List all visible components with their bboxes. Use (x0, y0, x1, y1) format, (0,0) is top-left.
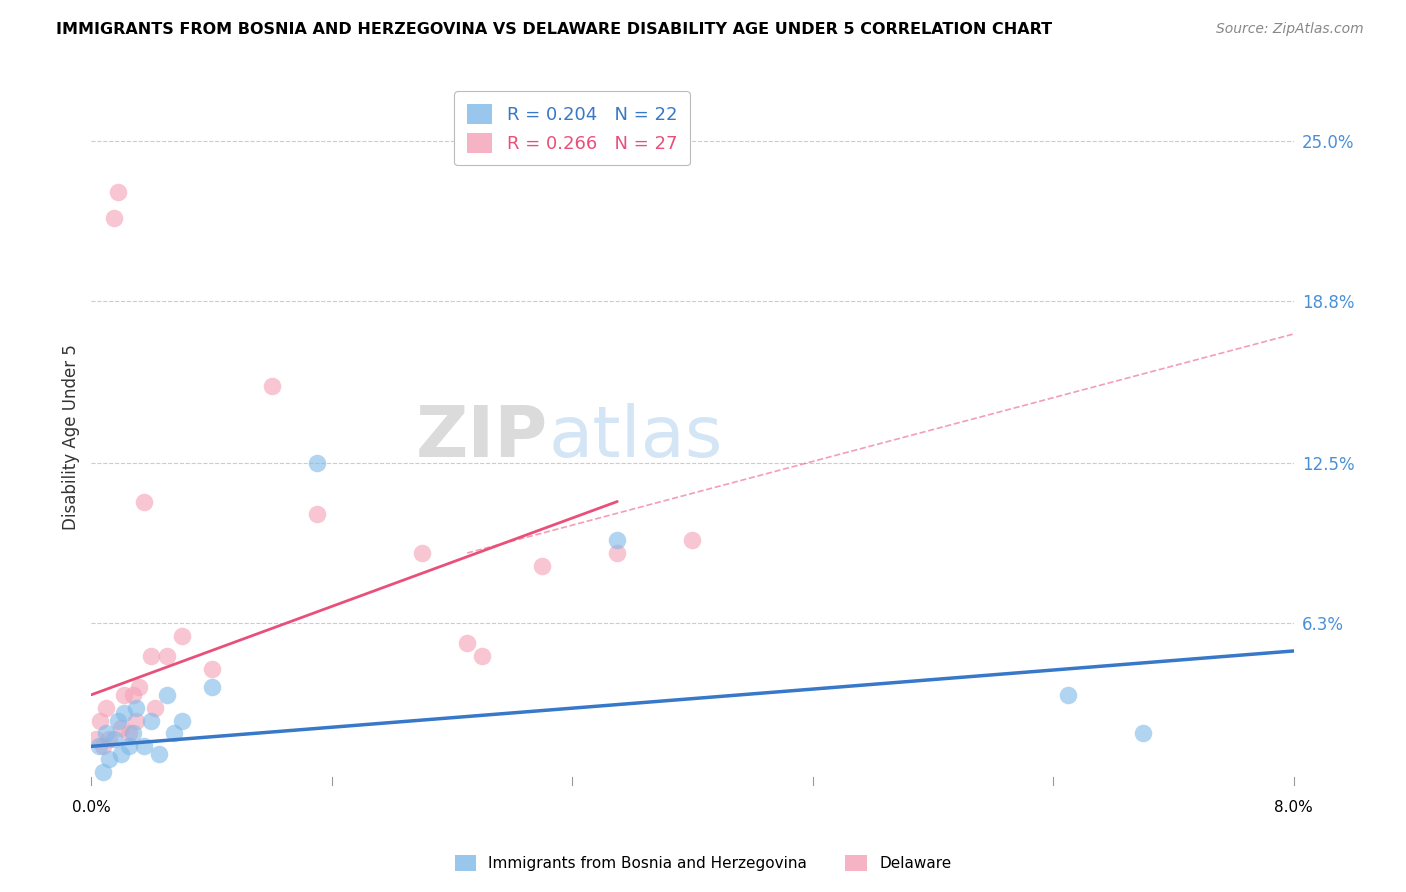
Point (98, 752, 121, 766)
Point (471, 649, 494, 664)
Point (260, 378, 283, 392)
Point (163, 726, 186, 740)
Point (141, 649, 163, 664)
Point (170, 714, 193, 728)
Point (201, 662, 224, 676)
Point (110, 747, 132, 761)
Point (456, 636, 478, 650)
Legend: R = 0.204   N = 22, R = 0.266   N = 27: R = 0.204 N = 22, R = 0.266 N = 27 (454, 91, 690, 165)
Point (125, 700, 148, 714)
Point (148, 747, 170, 761)
Point (114, 706, 136, 720)
Text: 8.0%: 8.0% (1274, 800, 1313, 814)
Point (89, 714, 111, 728)
Point (1132, 726, 1154, 740)
Point (98, 731, 121, 746)
Point (96, 700, 118, 714)
Point (93, 739, 115, 754)
Text: Source: ZipAtlas.com: Source: ZipAtlas.com (1216, 22, 1364, 37)
Point (531, 558, 554, 573)
Text: IMMIGRANTS FROM BOSNIA AND HERZEGOVINA VS DELAWARE DISABILITY AGE UNDER 5 CORREL: IMMIGRANTS FROM BOSNIA AND HERZEGOVINA V… (56, 22, 1052, 37)
Point (103, 731, 125, 746)
Point (84, 731, 107, 746)
Point (155, 649, 177, 664)
Point (155, 688, 177, 702)
Text: 0.0%: 0.0% (72, 800, 111, 814)
Point (122, 726, 145, 740)
Point (107, 186, 129, 200)
Point (128, 680, 150, 694)
Point (411, 546, 433, 560)
Text: ZIP: ZIP (416, 402, 548, 472)
Point (141, 714, 163, 728)
Point (110, 721, 132, 735)
Point (107, 714, 129, 728)
Point (118, 726, 141, 740)
Point (87, 739, 110, 754)
Point (143, 700, 166, 714)
Point (96, 726, 118, 740)
Point (118, 739, 141, 754)
Point (114, 688, 136, 702)
Point (201, 680, 224, 694)
Point (1057, 688, 1080, 702)
Point (132, 494, 155, 508)
Point (305, 456, 328, 470)
Text: atlas: atlas (548, 402, 723, 472)
Point (606, 546, 628, 560)
Point (305, 508, 328, 522)
Point (132, 739, 155, 754)
Y-axis label: Disability Age Under 5: Disability Age Under 5 (62, 344, 80, 530)
Point (122, 688, 145, 702)
Point (681, 533, 703, 548)
Point (103, 211, 125, 225)
Point (125, 714, 148, 728)
Legend: Immigrants from Bosnia and Herzegovina, Delaware: Immigrants from Bosnia and Herzegovina, … (449, 849, 957, 877)
Point (170, 628, 193, 642)
Point (606, 533, 628, 548)
Point (93, 765, 115, 780)
